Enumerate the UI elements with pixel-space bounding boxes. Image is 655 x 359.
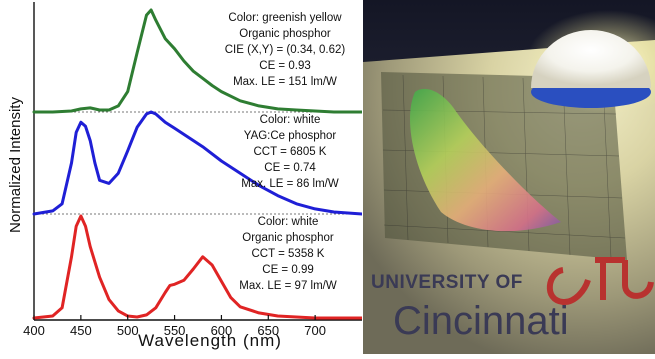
- annotation-line: Organic phosphor: [239, 28, 331, 40]
- x-tick-label: 450: [70, 323, 92, 338]
- spectra-chart-svg: Color: greenish yellow Organic phosphor CI…: [7, 2, 364, 350]
- x-tick-label: 400: [23, 323, 45, 338]
- series-line-1: [32, 8, 364, 114]
- uc-logo-mark-c: [546, 267, 591, 305]
- x-tick-label: 550: [164, 323, 186, 338]
- annotation-line: CE = 0.74: [264, 162, 316, 174]
- led-dome: [531, 30, 651, 88]
- annotation-line: YAG:Ce phosphor: [244, 130, 337, 142]
- led-photo: UNIVERSITY OF Cincinnati: [363, 0, 655, 354]
- x-axis-label: Wavelength (nm): [138, 331, 282, 350]
- annotation-line: CE = 0.93: [259, 60, 310, 72]
- spectra-chart: Color: greenish yellow Organic phosphor CI…: [7, 2, 364, 350]
- x-tick-label: 600: [211, 323, 233, 338]
- annotation-line: Color: white: [258, 216, 319, 228]
- annotation-line: Color: greenish yellow: [228, 12, 342, 24]
- annotation-line: CIE (X,Y) = (0.34, 0.62): [225, 44, 346, 56]
- annotation-line: Color: white: [260, 114, 321, 126]
- annotation-line: CCT = 6805 K: [254, 146, 327, 158]
- annotation-line: CE = 0.99: [262, 264, 313, 276]
- y-axis-label: Normalized Intensity: [7, 97, 24, 233]
- cincinnati-text: Cincinnati: [393, 299, 569, 343]
- series-line-3: [32, 214, 364, 320]
- cie-chromaticity-diagram: [410, 88, 561, 232]
- annotation-line: CCT = 5358 K: [252, 248, 325, 260]
- x-tick-label: 500: [117, 323, 139, 338]
- led-photo-svg: UNIVERSITY OF Cincinnati: [363, 0, 655, 354]
- series-line-2: [32, 110, 364, 216]
- annotation-line: Max. LE = 97 lm/W: [239, 280, 337, 292]
- university-of-text: UNIVERSITY OF: [371, 272, 523, 293]
- x-tick-label: 650: [257, 323, 279, 338]
- uc-logo-mark: [595, 257, 654, 300]
- x-tick-label: 700: [304, 323, 326, 338]
- annotation-line: Max. LE = 151 lm/W: [233, 76, 337, 88]
- annotation-line: Organic phosphor: [242, 232, 334, 244]
- annotation-line: Max. LE = 86 lm/W: [241, 178, 339, 190]
